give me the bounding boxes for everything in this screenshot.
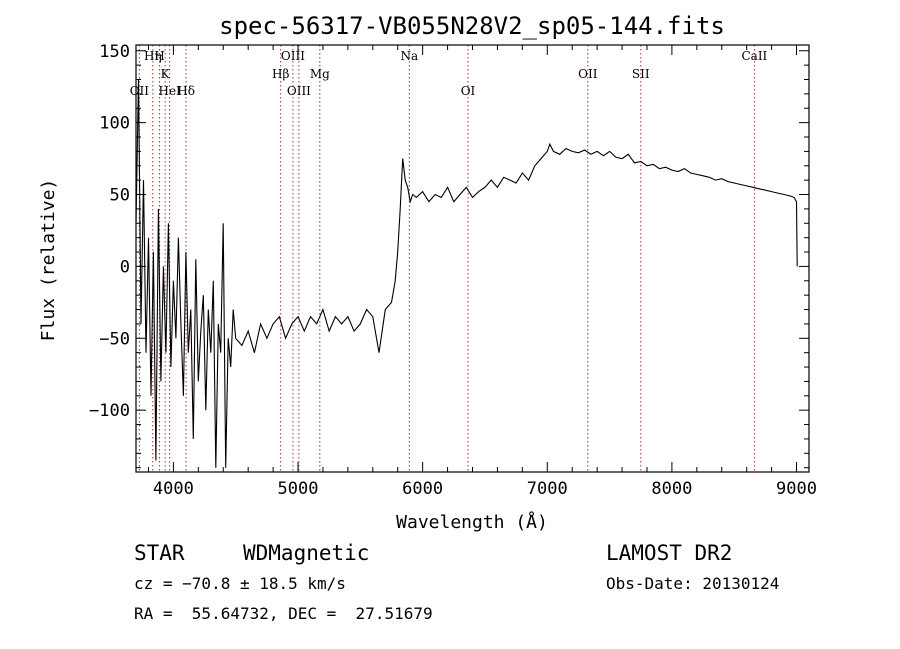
redshift-cz: cz = −70.8 ± 18.5 km/s — [134, 574, 346, 593]
line-marker-label: OIII — [281, 49, 305, 63]
y-axis-ticks: −100 −50 0 50 100 150 — [89, 42, 809, 469]
survey-name: LAMOST DR2 — [606, 541, 733, 565]
x-axis-ticks: 4000 5000 6000 7000 8000 9000 — [147, 45, 817, 499]
line-marker-label: OI — [461, 84, 476, 98]
line-marker-label: H — [154, 49, 164, 63]
line-marker-label: Hδ — [177, 84, 195, 98]
spectrum-series-line — [135, 79, 798, 468]
line-marker-label: CaII — [741, 49, 767, 63]
x-tick-label: 4000 — [153, 479, 194, 499]
y-tick-label: −100 — [89, 401, 130, 421]
y-tick-label: 0 — [120, 257, 130, 277]
line-marker-label: K — [161, 67, 171, 81]
ra-dec: RA = 55.64732, DEC = 27.51679 — [134, 604, 433, 623]
line-marker-label: OII — [130, 84, 150, 98]
y-tick-label: 100 — [99, 114, 130, 134]
x-tick-label: 7000 — [527, 479, 568, 499]
plot-frame — [135, 44, 810, 473]
line-marker-label: Na — [400, 49, 418, 63]
object-class: STAR — [134, 541, 185, 565]
observation-date: Obs-Date: 20130124 — [606, 574, 780, 593]
x-tick-label: 9000 — [776, 479, 817, 499]
chart-title: spec-56317-VB055N28V2_sp05-144.fits — [219, 12, 725, 40]
y-tick-label: 50 — [110, 186, 130, 206]
line-marker-label: Hη — [144, 49, 162, 63]
line-marker-label: OII — [578, 67, 598, 81]
y-tick-label: −50 — [99, 329, 130, 349]
line-marker-label: Hβ — [272, 67, 289, 81]
y-tick-label: 150 — [99, 42, 130, 62]
y-axis-label: Flux (relative) — [38, 179, 59, 342]
object-subclass: WDMagnetic — [243, 541, 370, 565]
line-marker-label: Mg — [310, 67, 330, 81]
x-tick-label: 5000 — [278, 479, 319, 499]
line-marker-label: SII — [632, 67, 650, 81]
line-marker-label: OIII — [287, 84, 311, 98]
x-tick-label: 8000 — [651, 479, 692, 499]
x-axis-label: Wavelength (Å) — [396, 511, 548, 533]
line-marker-label: HeI — [158, 84, 181, 98]
x-tick-label: 6000 — [402, 479, 443, 499]
